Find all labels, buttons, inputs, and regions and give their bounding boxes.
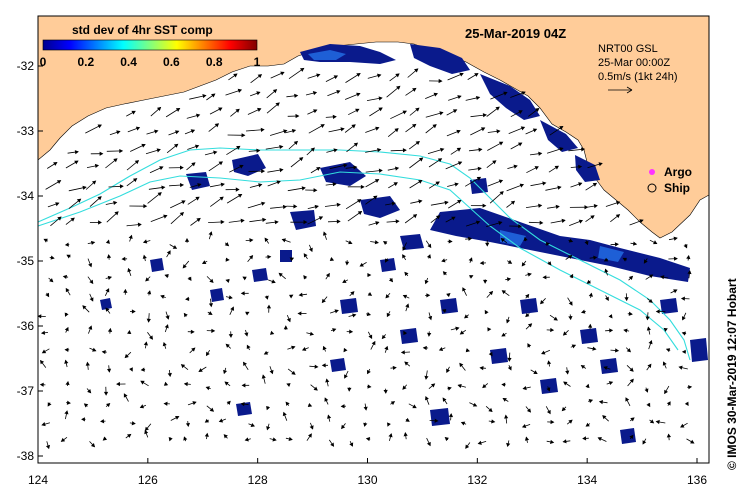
current-contours bbox=[37, 147, 691, 361]
model-info: NRT00 GSL 25-Mar 00:00Z 0.5m/s (1kt 24h) bbox=[598, 43, 677, 94]
ship-label: Ship bbox=[664, 181, 690, 195]
colorbar: std dev of 4hr SST comp 0 0.2 0.4 0.6 0.8 1 bbox=[40, 23, 261, 69]
sst-patches-light bbox=[308, 50, 624, 262]
colorbar-title: std dev of 4hr SST comp bbox=[72, 23, 213, 37]
x-tick-label: 130 bbox=[357, 473, 377, 487]
y-tick-label: -32 bbox=[17, 59, 35, 73]
x-tick-label: 128 bbox=[248, 473, 268, 487]
ship-marker-icon bbox=[647, 183, 657, 193]
legend-markers: Argo Ship bbox=[647, 165, 692, 195]
x-tick-label: 134 bbox=[577, 473, 597, 487]
colorbar-tick-label: 0 bbox=[40, 55, 47, 69]
credit-text: © IMOS 30-Mar-2019 12:07 Hobart bbox=[725, 278, 739, 470]
y-tick-label: -33 bbox=[17, 124, 35, 138]
y-axis: -32 -33 -34 -35 -36 -37 -38 bbox=[17, 59, 43, 463]
y-tick-label: -38 bbox=[17, 449, 35, 463]
y-tick-label: -36 bbox=[17, 319, 35, 333]
colorbar-tick-label: 0.8 bbox=[206, 55, 223, 69]
argo-marker-icon bbox=[649, 169, 655, 175]
date-title: 25-Mar-2019 04Z bbox=[465, 26, 566, 41]
plot-frame bbox=[37, 15, 710, 464]
colorbar-tick-label: 1 bbox=[254, 55, 261, 69]
y-tick-label: -34 bbox=[17, 189, 35, 203]
model-info-line3: 0.5m/s (1kt 24h) bbox=[598, 71, 677, 83]
model-info-line1: NRT00 GSL bbox=[598, 43, 658, 55]
argo-label: Argo bbox=[664, 165, 692, 179]
y-tick-label: -35 bbox=[17, 254, 35, 268]
colorbar-tick-label: 0.4 bbox=[120, 55, 137, 69]
x-tick-label: 124 bbox=[28, 473, 48, 487]
x-axis: 124 126 128 130 132 134 136 bbox=[28, 458, 707, 487]
current-arrows bbox=[37, 67, 695, 450]
model-info-line2: 25-Mar 00:00Z bbox=[598, 57, 670, 69]
x-tick-label: 136 bbox=[687, 473, 707, 487]
x-tick-label: 132 bbox=[467, 473, 487, 487]
colorbar-tick-label: 0.2 bbox=[77, 55, 94, 69]
x-tick-label: 126 bbox=[138, 473, 158, 487]
colorbar-tick-label: 0.6 bbox=[163, 55, 180, 69]
y-tick-label: -37 bbox=[17, 384, 35, 398]
